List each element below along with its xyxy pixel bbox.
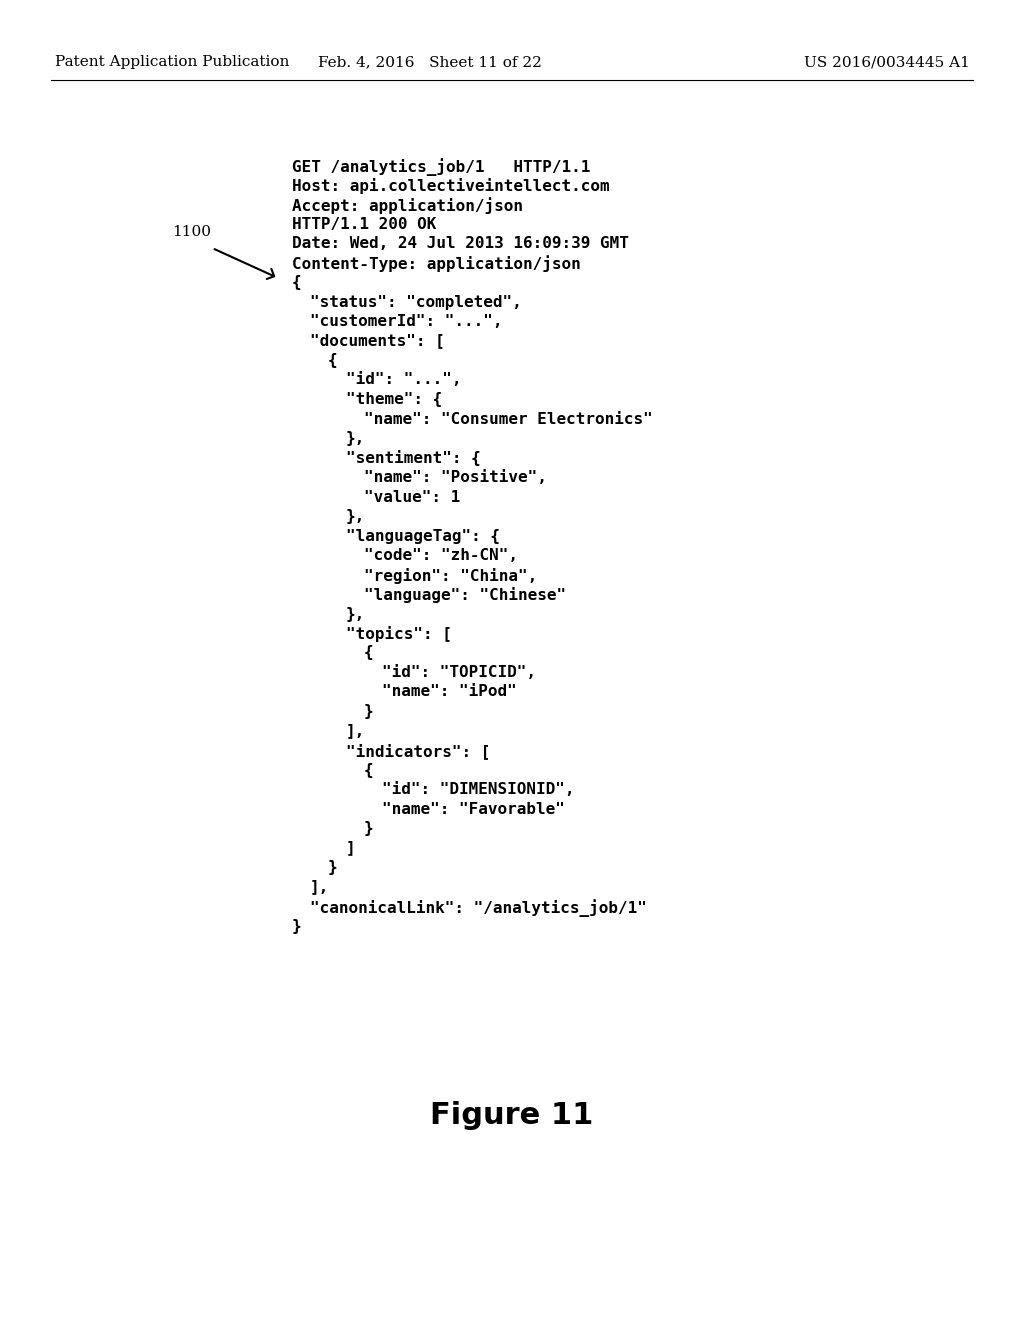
- Text: "indicators": [: "indicators": [: [346, 743, 490, 759]
- Text: "code": "zh-CN",: "code": "zh-CN",: [364, 548, 518, 564]
- Text: }: }: [328, 861, 338, 875]
- Text: {: {: [364, 763, 374, 777]
- Text: GET /analytics_job/1   HTTP/1.1: GET /analytics_job/1 HTTP/1.1: [292, 158, 590, 176]
- Text: ],: ],: [346, 723, 366, 738]
- Text: },: },: [346, 606, 366, 622]
- Text: Patent Application Publication: Patent Application Publication: [55, 55, 290, 69]
- Text: "name": "Consumer Electronics": "name": "Consumer Electronics": [364, 412, 652, 426]
- Text: "id": "...",: "id": "...",: [346, 372, 462, 388]
- Text: "documents": [: "documents": [: [310, 334, 444, 348]
- Text: {: {: [364, 645, 374, 660]
- Text: "status": "completed",: "status": "completed",: [310, 294, 521, 309]
- Text: "id": "TOPICID",: "id": "TOPICID",: [382, 665, 536, 680]
- Text: Accept: application/json: Accept: application/json: [292, 197, 523, 214]
- Text: {: {: [328, 352, 338, 368]
- Text: Date: Wed, 24 Jul 2013 16:09:39 GMT: Date: Wed, 24 Jul 2013 16:09:39 GMT: [292, 236, 629, 251]
- Text: Host: api.collectiveintellect.com: Host: api.collectiveintellect.com: [292, 177, 609, 194]
- Text: ],: ],: [310, 879, 329, 895]
- Text: "value": 1: "value": 1: [364, 490, 460, 504]
- Text: Content-Type: application/json: Content-Type: application/json: [292, 256, 581, 272]
- Text: "canonicalLink": "/analytics_job/1": "canonicalLink": "/analytics_job/1": [310, 899, 647, 917]
- Text: }: }: [364, 704, 374, 719]
- Text: HTTP/1.1 200 OK: HTTP/1.1 200 OK: [292, 216, 436, 231]
- Text: US 2016/0034445 A1: US 2016/0034445 A1: [804, 55, 970, 69]
- Text: "name": "Positive",: "name": "Positive",: [364, 470, 547, 484]
- Text: 1100: 1100: [172, 224, 212, 239]
- Text: }: }: [292, 919, 301, 933]
- Text: "name": "Favorable": "name": "Favorable": [382, 801, 564, 817]
- Text: "topics": [: "topics": [: [346, 626, 452, 642]
- Text: },: },: [346, 510, 366, 524]
- Text: ]: ]: [346, 841, 355, 855]
- Text: "region": "China",: "region": "China",: [364, 568, 538, 583]
- Text: "sentiment": {: "sentiment": {: [346, 450, 480, 466]
- Text: {: {: [292, 275, 301, 290]
- Text: "theme": {: "theme": {: [346, 392, 442, 407]
- Text: "name": "iPod": "name": "iPod": [382, 685, 516, 700]
- Text: Feb. 4, 2016   Sheet 11 of 22: Feb. 4, 2016 Sheet 11 of 22: [318, 55, 542, 69]
- Text: "customerId": "...",: "customerId": "...",: [310, 314, 503, 329]
- Text: "id": "DIMENSIONID",: "id": "DIMENSIONID",: [382, 781, 574, 797]
- Text: Figure 11: Figure 11: [430, 1101, 594, 1130]
- Text: "languageTag": {: "languageTag": {: [346, 528, 500, 544]
- Text: }: }: [364, 821, 374, 836]
- Text: },: },: [346, 432, 366, 446]
- Text: "language": "Chinese": "language": "Chinese": [364, 587, 566, 603]
